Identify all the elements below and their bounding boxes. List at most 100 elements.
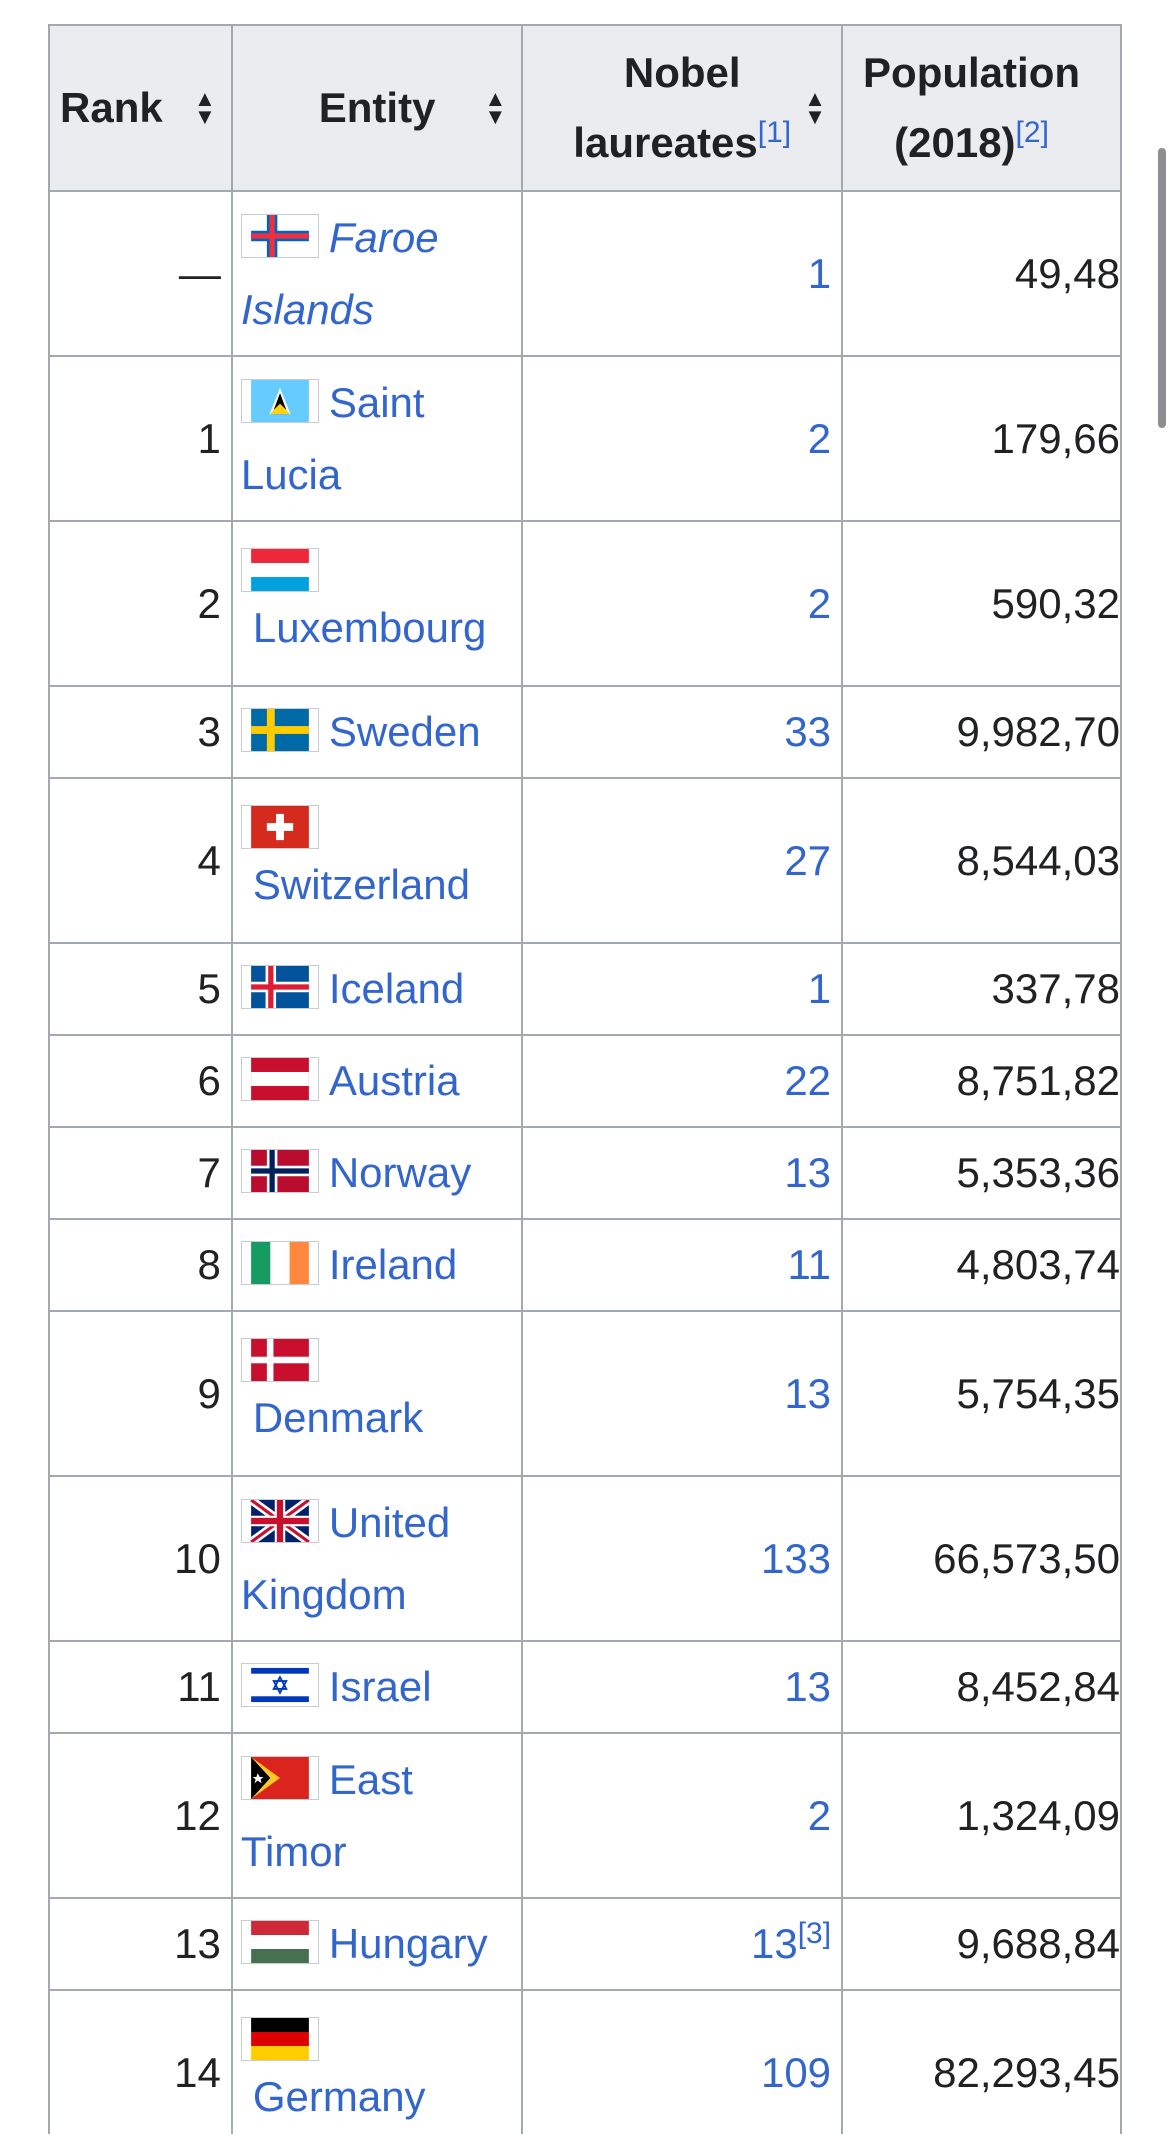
entity-cell[interactable]: Denmark [230,1310,524,1477]
entity-link[interactable]: Luxembourg [252,603,487,651]
population-cell: 337,78 [841,942,1122,1036]
entity-cell[interactable]: Austria [230,1034,524,1128]
reference-link[interactable]: [2] [1015,116,1049,149]
laureates-link[interactable]: 2 [521,520,844,687]
entity-cell[interactable]: Israel [230,1640,524,1734]
laureates-link[interactable]: 27 [521,777,844,944]
table-row: 10 United Kingdom 133 66,573,50 [48,1475,1122,1642]
rank-cell: — [48,190,233,357]
table-row: — Faroe Islands 1 49,48 [48,190,1122,357]
population-cell: 49,48 [841,190,1122,357]
rank-cell: 10 [48,1475,233,1642]
israel-flag-icon[interactable] [240,1663,319,1707]
entity-link[interactable]: Germany [252,2072,426,2120]
sort-icon[interactable]: ▲ ▼ [193,86,216,129]
table-row: 4 Switzerland 27 8,544,03 [48,777,1122,944]
laureates-link[interactable]: 1 [521,942,844,1036]
laureates-link[interactable]: 2 [521,355,844,522]
switzerland-flag-icon[interactable] [240,804,319,849]
faroe-flag-icon[interactable] [240,213,319,258]
denmark-flag-icon[interactable] [240,1337,319,1382]
germany-flag-icon[interactable] [240,2016,319,2061]
entity-cell[interactable]: Saint Lucia [230,355,524,522]
entity-link[interactable]: Ireland [328,1241,458,1288]
entity-cell[interactable]: Luxembourg [230,520,524,687]
entity-link[interactable]: Islands [240,285,374,333]
sort-icon[interactable]: ▲ ▼ [484,86,507,129]
entity-cell[interactable]: East Timor [230,1732,524,1899]
entity-cell[interactable]: Hungary [230,1897,524,1991]
header-row: Rank ▲ ▼ Entity ▲ ▼ Nobel laureates[1] ▲ ▼ … [48,24,1122,192]
entity-link[interactable]: United [328,1498,451,1546]
laureates-link[interactable]: 13 [521,1126,844,1220]
column-header-rank[interactable]: Rank ▲ ▼ [48,24,233,192]
population-cell: 9,982,70 [841,685,1122,779]
hungary-flag-icon[interactable] [240,1920,319,1964]
population-cell: 9,688,84 [841,1897,1122,1991]
sort-icon[interactable]: ▲ ▼ [804,86,826,129]
rank-cell: 3 [48,685,233,779]
austria-flag-icon[interactable] [240,1057,319,1101]
entity-cell[interactable]: Faroe Islands [230,190,524,357]
rank-cell: 11 [48,1640,233,1734]
laureates-link[interactable]: 13 [521,1640,844,1734]
entity-link[interactable]: Iceland [328,965,465,1012]
entity-link[interactable]: Austria [328,1057,460,1104]
entity-link[interactable]: Saint [328,378,425,426]
luxembourg-flag-icon[interactable] [240,547,319,592]
population-cell: 4,803,74 [841,1218,1122,1312]
ireland-flag-icon[interactable] [240,1241,319,1285]
entity-link[interactable]: Israel [328,1663,432,1710]
entity-link[interactable]: East [328,1755,413,1803]
entity-link[interactable]: Timor [240,1827,347,1875]
entity-cell[interactable]: Germany [230,1989,524,2134]
reference-link[interactable]: [1] [757,116,792,149]
laureates-link[interactable]: 13 [521,1310,844,1477]
sweden-flag-icon[interactable] [240,708,319,752]
entity-cell[interactable]: Sweden [230,685,524,779]
laureates-link[interactable]: 2 [521,1732,844,1899]
column-header-entity[interactable]: Entity ▲ ▼ [230,24,524,192]
entity-cell[interactable]: Norway [230,1126,524,1220]
entity-link[interactable]: Lucia [240,450,342,498]
rank-cell: 14 [48,1989,233,2134]
reference-link[interactable]: [3] [797,1917,832,1950]
entity-cell[interactable]: United Kingdom [230,1475,524,1642]
laureates-link[interactable]: 33 [521,685,844,779]
laureates-link[interactable]: 133 [521,1475,844,1642]
population-cell: 66,573,50 [841,1475,1122,1642]
entity-link[interactable]: Sweden [328,708,481,755]
laureates-link[interactable]: 109 [521,1989,844,2134]
rank-cell: 12 [48,1732,233,1899]
entity-link[interactable]: Switzerland [252,860,470,908]
saint-lucia-flag-icon[interactable] [240,378,319,423]
entity-link[interactable]: Faroe [328,213,439,261]
entity-link[interactable]: Kingdom [240,1570,407,1618]
column-header-population[interactable]: Population (2018)[2] [841,24,1122,192]
table-row: 1 Saint Lucia 2 179,66 [48,355,1122,522]
laureates-link[interactable]: 11 [521,1218,844,1312]
laureates-link[interactable]: 13 [750,1920,798,1967]
east-timor-flag-icon[interactable] [240,1755,319,1800]
laureates-link[interactable]: 1 [521,190,844,357]
vertical-scrollbar[interactable] [1158,148,1166,428]
entity-link[interactable]: Denmark [252,1393,424,1441]
population-cell: 82,293,45 [841,1989,1122,2134]
entity-link[interactable]: Norway [328,1149,472,1196]
population-cell: 8,751,82 [841,1034,1122,1128]
population-cell: 179,66 [841,355,1122,522]
norway-flag-icon[interactable] [240,1149,319,1193]
entity-cell[interactable]: Switzerland [230,777,524,944]
column-header-laureates[interactable]: Nobel laureates[1] ▲ ▼ [521,24,844,192]
population-cell: 590,32 [841,520,1122,687]
united-kingdom-flag-icon[interactable] [240,1498,319,1543]
iceland-flag-icon[interactable] [240,965,319,1009]
rank-cell: 7 [48,1126,233,1220]
entity-link[interactable]: Hungary [328,1920,488,1967]
laureates-link[interactable]: 22 [521,1034,844,1128]
table-row: 2 Luxembourg 2 590,32 [48,520,1122,687]
rank-cell: 9 [48,1310,233,1477]
entity-cell[interactable]: Iceland [230,942,524,1036]
page-viewport: Rank ▲ ▼ Entity ▲ ▼ Nobel laureates[1] ▲ ▼ … [48,24,1122,2134]
entity-cell[interactable]: Ireland [230,1218,524,1312]
